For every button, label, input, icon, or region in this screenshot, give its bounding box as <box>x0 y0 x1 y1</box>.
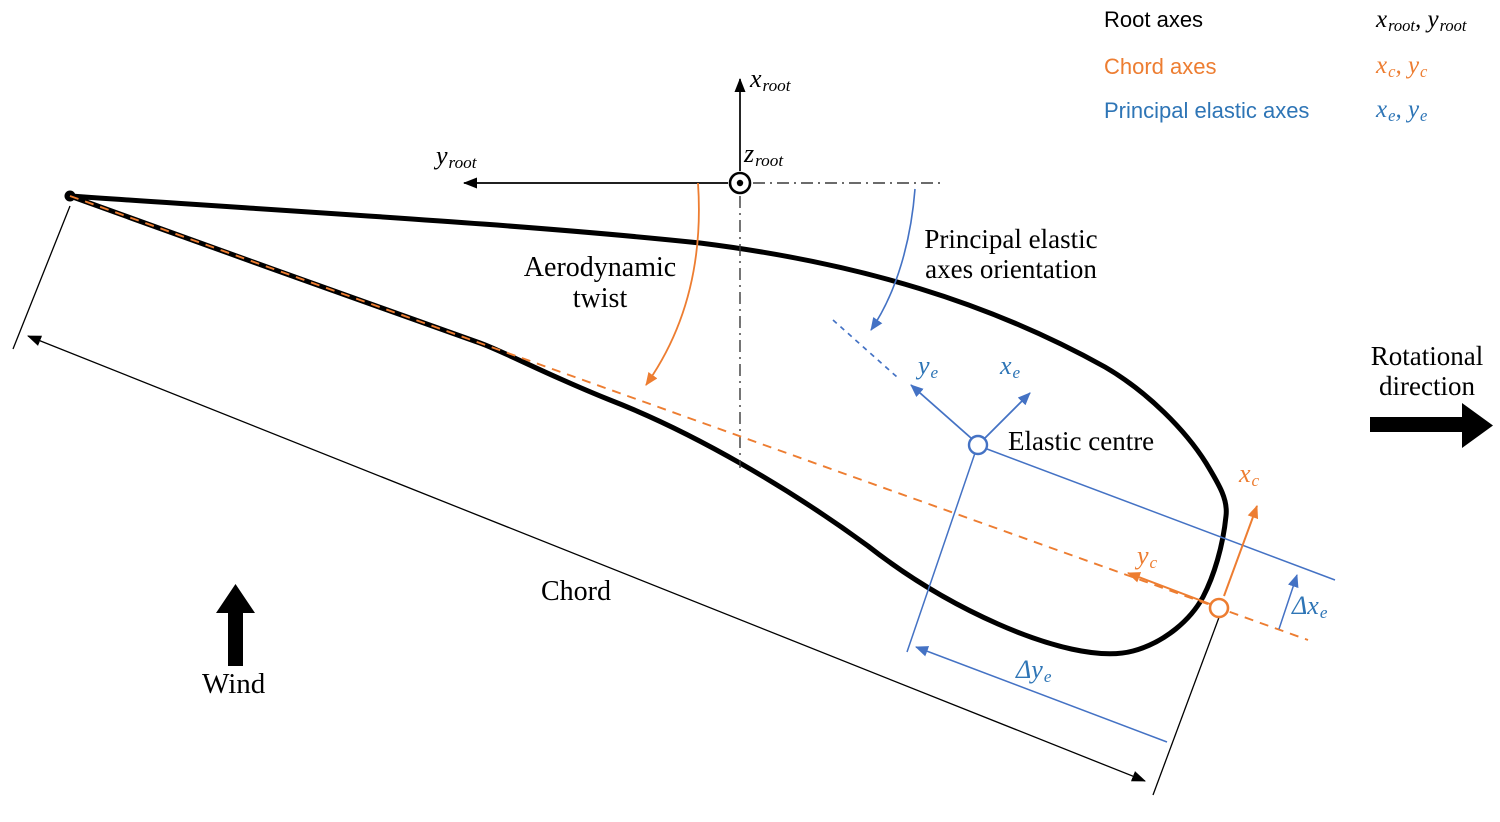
elastic-centre-marker <box>967 434 989 456</box>
chord-origin-marker <box>1208 597 1230 619</box>
elastic-chordwise-parallel-line <box>986 448 1336 581</box>
chord-dimension-line <box>27 335 1146 782</box>
x-e-axis-arrow <box>984 392 1031 439</box>
rotational-direction-label: Rotational direction <box>1370 341 1484 402</box>
wind-arrow <box>216 584 255 666</box>
root-axes <box>463 78 746 189</box>
z-root-origin-symbol <box>728 171 752 195</box>
aerodynamic-twist-label: Aerodynamic twist <box>523 252 677 315</box>
wind-label: Wind <box>202 668 266 700</box>
legend-elastic-axes-symbols: xe, ye <box>1376 96 1428 125</box>
legend-root-axes-symbols: xroot, yroot <box>1376 6 1467 35</box>
x-root-axis-label: xroot <box>750 64 791 95</box>
elastic-perpendicular-extension <box>906 452 976 653</box>
y-e-axis-arrow <box>910 384 972 439</box>
delta-x-e-label: Δxe <box>1292 591 1328 622</box>
principal-orientation-arc-arrow <box>870 188 916 331</box>
aerodynamic-twist-arc-arrow <box>645 182 700 386</box>
x-c-axis-label: xc <box>1239 459 1260 490</box>
chord-axes <box>1127 505 1259 605</box>
chord-extension-right <box>1152 611 1222 796</box>
legend-chord-axes-symbols: xc, yc <box>1376 52 1428 81</box>
legend-chord-axes-label: Chord axes <box>1104 54 1217 79</box>
chord-label: Chord <box>541 576 611 607</box>
delta-x-e-dimension-arrow <box>1278 574 1299 630</box>
y-c-axis-label: yc <box>1137 541 1158 572</box>
chord-dimension <box>12 205 1222 796</box>
rotational-direction-arrow <box>1370 403 1493 448</box>
legend-elastic-axes-label: Principal elastic axes <box>1104 98 1310 123</box>
y-e-axis-label: ye <box>918 351 939 382</box>
elastic-offset-construction <box>906 448 1336 743</box>
chord-extension-left <box>12 205 71 350</box>
elastic-centre-label: Elastic centre <box>1008 426 1155 456</box>
legend-root-axes-label: Root axes <box>1104 7 1204 32</box>
principal-elastic-axes <box>910 384 1031 439</box>
delta-y-e-dimension-line <box>915 646 1168 743</box>
principal-orientation-label: Principal elastic axes orientation <box>924 224 1098 285</box>
y-c-axis-arrow <box>1127 572 1211 605</box>
y-e-dashed-extension <box>832 319 898 378</box>
x-c-axis-arrow <box>1223 505 1259 597</box>
z-root-axis-label: zroot <box>744 139 784 170</box>
delta-y-e-label: Δye <box>1016 655 1052 686</box>
y-root-axis-label: yroot <box>436 141 477 172</box>
x-e-axis-label: xe <box>1000 351 1021 382</box>
